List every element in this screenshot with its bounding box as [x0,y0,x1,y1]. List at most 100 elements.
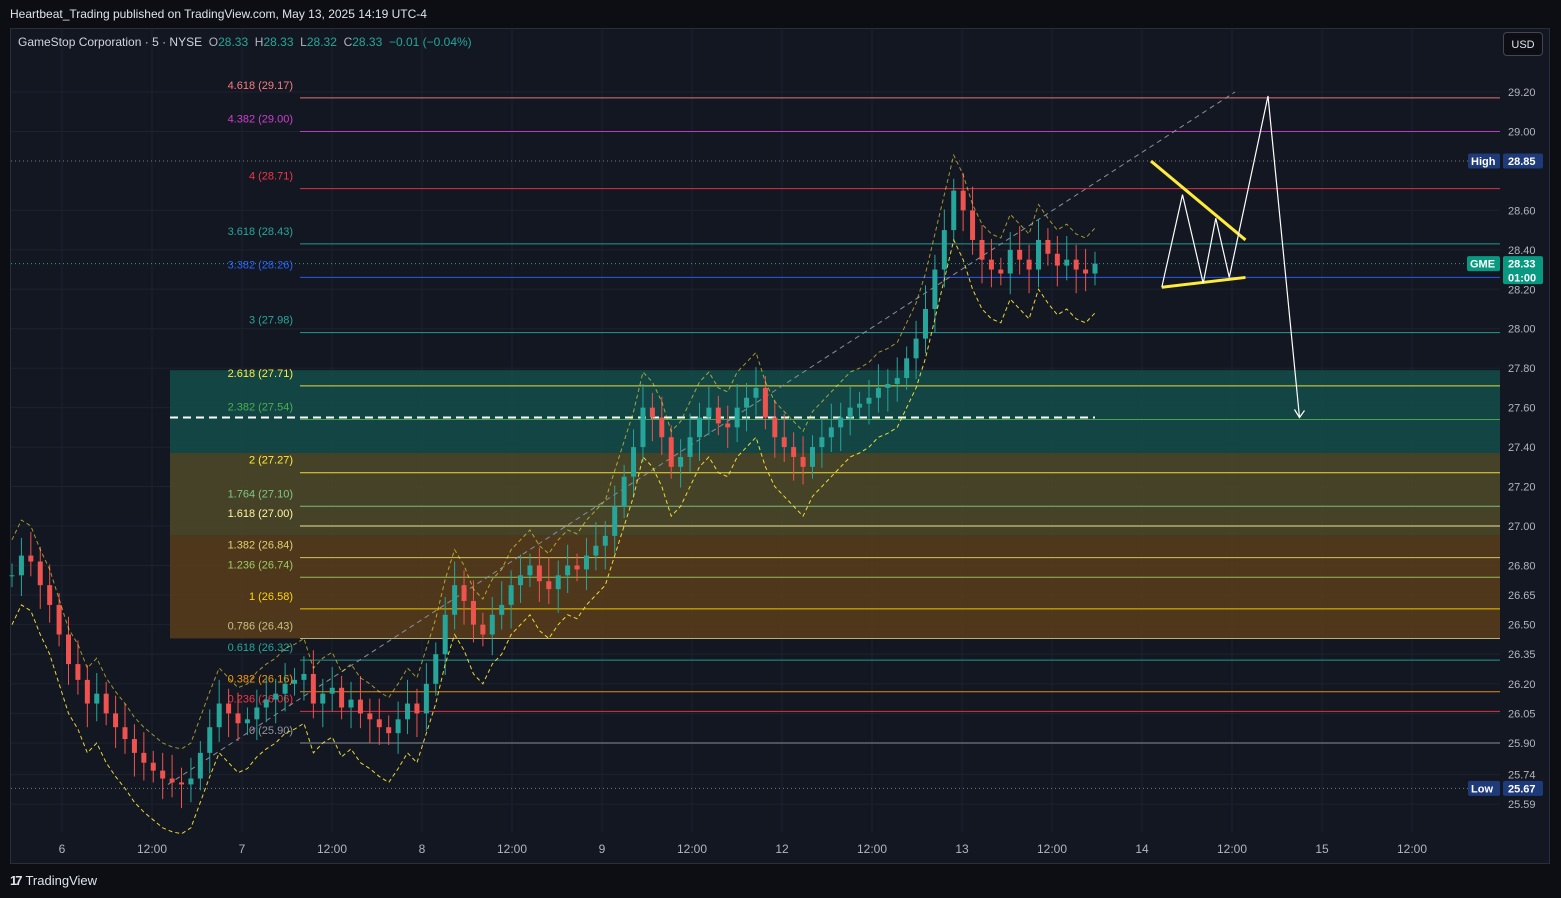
time-axis-tick: 13 [955,842,969,856]
candle-body [310,673,316,704]
candle-body [320,693,326,704]
candle-body [715,407,721,424]
time-axis-tick: 9 [599,842,606,856]
fib-level-label: 2.382 (27.54) [228,401,293,413]
fib-level-label: 0.618 (26.32) [228,642,293,654]
candle-body [932,269,938,309]
candle-body [894,378,900,384]
candle-body [329,687,335,694]
candle-body [1035,239,1041,270]
candle-body [94,693,100,704]
fib-level-label: 1.382 (26.84) [228,540,293,552]
candle-body [339,687,345,708]
time-axis-tick: 12 [775,842,789,856]
candle-body [301,673,307,680]
open-label: O [208,35,219,49]
fib-level-label: 0.382 (26.16) [228,674,293,686]
candle-body [941,230,947,270]
candle-body [263,699,269,708]
price-axis-tick: 28.00 [1508,324,1536,336]
candle-body [904,358,910,379]
candle-body [913,338,919,359]
candle-body [1026,259,1032,270]
high-label: H [254,35,264,49]
dashed-trendline [167,91,1236,785]
band-lower-dashed [11,238,1096,835]
price-axis-tick: 27.80 [1508,363,1536,375]
price-axis-tick: 27.20 [1508,482,1536,494]
candle-body [433,654,439,684]
fib-level-label: 4.382 (29.00) [228,113,293,125]
candle-body [555,575,561,590]
candle-body [273,693,279,700]
candle-body [160,770,166,779]
candle-body [1092,263,1098,274]
candle-body [18,555,24,576]
candle-body [828,427,834,438]
candle-body [819,437,825,448]
price-axis-tick: 28.60 [1508,205,1536,217]
candle-body [47,585,53,605]
fib-level-label: 1.236 (26.74) [228,559,293,571]
price-axis-tick: 26.05 [1508,708,1536,720]
time-axis-tick: 12:00 [1217,842,1247,856]
candle-body [518,575,524,586]
time-axis-tick: 12:00 [1037,842,1067,856]
candle-body [546,581,552,590]
price-axis-tick: 25.59 [1508,799,1536,811]
time-axis-tick: 6 [59,842,66,856]
change-value: −0.01 (−0.04%) [388,35,472,49]
candle-body [395,719,401,734]
price-axis-tick: 26.80 [1508,560,1536,572]
candle-body [951,190,957,231]
candle-body [470,600,476,625]
candle-body [1073,259,1079,270]
candle-body [988,259,994,270]
currency-button[interactable]: USD [1503,32,1543,56]
candle-body [536,565,542,582]
candle-body [423,683,429,714]
candle-body [527,565,533,576]
fib-level-label: 4 (28.71) [249,171,293,183]
candle-body [1083,269,1089,274]
candle-body [574,565,580,570]
candle-body [838,417,844,428]
candle-body [442,614,448,655]
price-tag-label-box [1468,153,1500,169]
candle-body [885,383,891,388]
price-axis-tick: 25.74 [1508,770,1536,782]
candle-body [489,614,495,635]
symbol-legend[interactable]: GameStop Corporation · 5 · NYSE O28.33 H… [18,35,472,49]
candle-body [122,727,128,740]
tradingview-logo[interactable]: 17 TradingView [10,873,97,888]
price-axis-tick: 28.20 [1508,284,1536,296]
candle-body [593,545,599,556]
price-axis-tick: 29.00 [1508,126,1536,138]
fib-level-label: 1 (26.58) [249,591,293,603]
price-axis-tick: 26.65 [1508,590,1536,602]
candle-body [226,703,232,714]
candle-body [56,604,62,635]
fib-level-label: 3.618 (28.43) [228,226,293,238]
price-axis-tick: 25.90 [1508,738,1536,750]
candle-body [75,664,81,680]
candle-body [960,190,966,211]
candle-body [207,727,213,753]
open-value: 28.33 [218,35,249,49]
candle-body [734,407,740,428]
candle-body [857,403,863,408]
tradingview-logo-icon: 17 [10,873,23,888]
projection-path [1161,95,1301,418]
price-axis-tick: 28.40 [1508,245,1536,257]
candle-body [659,417,665,438]
price-axis-tick: 26.20 [1508,679,1536,691]
candle-body [1045,239,1051,254]
candle-body [461,585,467,601]
fib-zone-teal [170,370,1500,454]
candle-body [292,679,298,684]
price-tag-time: 01:00 [1508,273,1536,285]
candle-body [376,719,382,728]
candle-body [150,762,156,771]
candle-body [1054,253,1060,266]
